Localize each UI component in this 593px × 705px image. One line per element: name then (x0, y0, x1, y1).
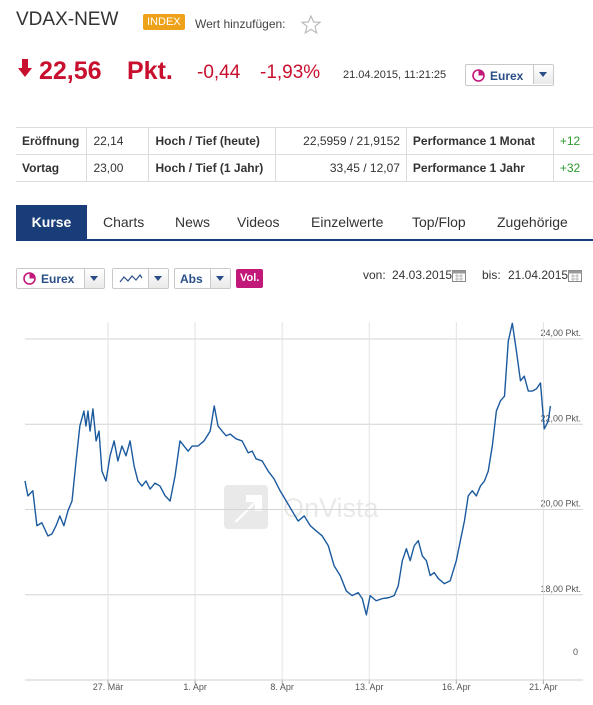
exchange-icon (472, 69, 485, 82)
y-tick-label: 24,00 Pkt. (540, 328, 581, 338)
stat-label: Vortag (16, 154, 88, 182)
line-icon (119, 274, 143, 283)
stats-table: Eröffnung 22,14 Hoch / Tief (heute) 22,5… (16, 127, 593, 182)
y-tick-label: 20,00 Pkt. (540, 499, 581, 509)
tab[interactable]: Charts (103, 214, 145, 230)
exchange-label: Eurex (490, 69, 524, 83)
tab[interactable]: Zugehörige (497, 214, 568, 230)
scale-select[interactable]: Abs (174, 268, 231, 289)
from-label: von: (363, 268, 386, 282)
tab[interactable]: News (175, 214, 211, 230)
watchlist-label: Wert hinzufügen: (195, 17, 286, 31)
price: 22,56 (39, 57, 102, 85)
tab[interactable]: Videos (237, 214, 280, 230)
stat-value: +32 (552, 154, 593, 182)
x-tick-label: 8. Apr (270, 682, 294, 692)
dropdown-arrow (210, 269, 230, 288)
to-label: bis: (482, 268, 501, 282)
index-badge: INDEX (143, 14, 185, 30)
x-tick-label: 16. Apr (442, 682, 471, 692)
watermark: OnVista (283, 493, 380, 523)
stat-label: Performance 1 Jahr (405, 154, 554, 182)
dropdown-arrow (84, 269, 104, 288)
stat-value: +12 (552, 127, 593, 155)
dropdown-arrow (533, 65, 553, 84)
chart: OnVista 18,00 Pkt. 20,00 Pkt. 22,00 Pkt. 24… (24, 322, 583, 692)
x-tick-label: 13. Apr (355, 682, 384, 692)
y-tick-label: 18,00 Pkt. (540, 584, 581, 594)
watchlist-star[interactable] (301, 15, 321, 34)
tab[interactable]: Einzelwerte (311, 214, 384, 230)
stat-label: Eröffnung (16, 127, 88, 155)
price-unit: Pkt. (127, 57, 173, 85)
stat-value: 23,00 (86, 154, 150, 182)
x-tick-label: 21. Apr (529, 682, 558, 692)
stat-label: Hoch / Tief (1 Jahr) (148, 154, 276, 182)
volume-axis-label: 0 (573, 647, 578, 657)
y-tick-label: 22,00 Pkt. (540, 413, 581, 423)
stat-label: Hoch / Tief (heute) (148, 127, 276, 155)
to-date[interactable]: 21.04.2015 (508, 268, 569, 282)
x-tick-label: 27. Mär (93, 682, 124, 692)
calendar-icon[interactable] (452, 269, 466, 282)
calendar-icon[interactable] (568, 269, 582, 282)
stat-label: Performance 1 Monat (405, 127, 554, 155)
change-percent: -1,93% (260, 62, 321, 83)
watermark-logo (224, 485, 268, 529)
change: -0,44 (197, 62, 241, 83)
stat-value: 22,14 (86, 127, 150, 155)
scale-label: Abs (180, 272, 203, 286)
chart-exchange-select[interactable]: Eurex (16, 268, 105, 289)
tab[interactable]: Top/Flop (412, 214, 466, 230)
chart-type-select[interactable] (112, 268, 169, 289)
tab-active[interactable]: Kurse (16, 205, 87, 240)
instrument-title: VDAX-NEW (16, 9, 119, 30)
down-arrow (18, 59, 32, 77)
exchange-label: Eurex (41, 272, 75, 286)
price-line (24, 322, 552, 616)
exchange-select[interactable]: Eurex (465, 64, 554, 86)
from-date[interactable]: 24.03.2015 (392, 268, 453, 282)
stat-value: 22,5959 / 21,9152 (274, 127, 407, 155)
tab-bar-line (16, 239, 593, 241)
dropdown-arrow (148, 269, 168, 288)
timestamp: 21.04.2015, 11:21:25 (343, 69, 447, 81)
stats-row: Vortag 23,00 Hoch / Tief (1 Jahr) 33,45 … (16, 154, 593, 182)
exchange-icon (23, 272, 36, 285)
volume-toggle[interactable]: Vol. (236, 269, 264, 288)
stats-row: Eröffnung 22,14 Hoch / Tief (heute) 22,5… (16, 127, 593, 155)
stat-value: 33,45 / 12,07 (274, 154, 407, 182)
x-tick-label: 1. Apr (183, 682, 207, 692)
